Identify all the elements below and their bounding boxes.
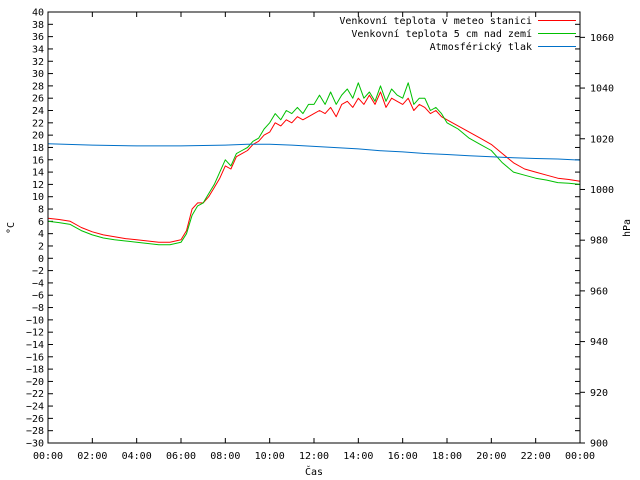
y-tick-label: −30	[26, 439, 44, 450]
y-tick-label: 26	[32, 94, 44, 105]
x-tick-label: 14:00	[343, 451, 373, 462]
x-tick-label: 18:00	[432, 451, 462, 462]
y-tick-label: −22	[26, 389, 44, 400]
y-tick-label: 30	[32, 69, 44, 80]
x-tick-label: 22:00	[521, 451, 551, 462]
y-axis-left-ticks: −30−28−26−24−22−20−18−16−14−12−10−8−6−4−…	[26, 8, 580, 450]
y-tick-label: 16	[32, 155, 44, 166]
y-axis-right-ticks: 900 920 940 960 980 1000 1020 1040 1060	[580, 33, 614, 450]
y2-tick-label: 1060	[590, 33, 614, 44]
y-tick-label: 40	[32, 8, 44, 19]
y-tick-label: −20	[26, 377, 44, 388]
y-tick-label: 34	[32, 44, 44, 55]
y-tick-label: −18	[26, 365, 44, 376]
series-line-ground	[47, 82, 581, 246]
x-tick-label: 04:00	[122, 451, 152, 462]
y-tick-label: −8	[32, 303, 44, 314]
x-tick-label: 16:00	[388, 451, 418, 462]
x-axis-ticks: 00:00 02:00 04:00 06:00 08:00 10:00 12:00 14:00…	[33, 12, 595, 462]
y-tick-label: 38	[32, 20, 44, 31]
legend-label-outdoor-station: Venkovní teplota v meteo stanici	[339, 15, 532, 27]
x-axis-title: Čas	[305, 465, 323, 478]
y-tick-label: −14	[26, 340, 44, 351]
x-tick-label: 06:00	[166, 451, 196, 462]
y2-tick-label: 900	[590, 439, 608, 450]
y-tick-label: 12	[32, 180, 44, 191]
y-tick-label: 0	[38, 254, 44, 265]
y-tick-label: 28	[32, 81, 44, 92]
y-tick-label: 18	[32, 143, 44, 154]
series-lines	[47, 82, 581, 246]
y-tick-label: 6	[38, 217, 44, 228]
y2-tick-label: 920	[590, 388, 608, 399]
x-tick-label: 02:00	[77, 451, 107, 462]
y2-tick-label: 960	[590, 286, 608, 297]
y-tick-label: −12	[26, 328, 44, 339]
x-tick-label: 10:00	[255, 451, 285, 462]
y-tick-label: −6	[32, 291, 44, 302]
y2-tick-label: 1000	[590, 185, 614, 196]
y-tick-label: −4	[32, 278, 44, 289]
y-tick-label: −28	[26, 426, 44, 437]
y-tick-label: −26	[26, 414, 44, 425]
x-tick-label: 00:00	[565, 451, 595, 462]
y-tick-label: 14	[32, 168, 44, 179]
y-axis-right-title: hPa	[622, 219, 633, 237]
y-tick-label: 8	[38, 205, 44, 216]
y-tick-label: −2	[32, 266, 44, 277]
x-tick-label: 20:00	[476, 451, 506, 462]
legend: Venkovní teplota v meteo stanici Venkovn…	[339, 15, 576, 53]
x-tick-label: 12:00	[299, 451, 329, 462]
y-tick-label: 32	[32, 57, 44, 68]
y2-tick-label: 940	[590, 337, 608, 348]
series-line-outdoor-station	[47, 91, 581, 243]
y-axis-left-title: °C	[6, 222, 17, 234]
y2-tick-label: 1020	[590, 134, 614, 145]
x-tick-label: 00:00	[33, 451, 63, 462]
x-tick-label: 08:00	[210, 451, 240, 462]
legend-label-ground: Venkovní teplota 5 cm nad zemí	[351, 28, 532, 40]
legend-label-pressure: Atmosférický tlak	[430, 41, 532, 53]
plot-frame	[47, 11, 581, 444]
series-line-pressure	[47, 143, 581, 161]
y-tick-label: 36	[32, 32, 44, 43]
y2-tick-label: 980	[590, 236, 608, 247]
y-tick-label: −24	[26, 402, 44, 413]
y-tick-label: 24	[32, 106, 44, 117]
y-tick-label: 22	[32, 118, 44, 129]
y-tick-label: 4	[38, 229, 44, 240]
y-tick-label: −10	[26, 315, 44, 326]
y-tick-label: 2	[38, 241, 44, 252]
y-tick-label: 20	[32, 131, 44, 142]
y-tick-label: −16	[26, 352, 44, 363]
y2-tick-label: 1040	[590, 84, 614, 95]
y-tick-label: 10	[32, 192, 44, 203]
plot-area-background	[48, 12, 580, 443]
